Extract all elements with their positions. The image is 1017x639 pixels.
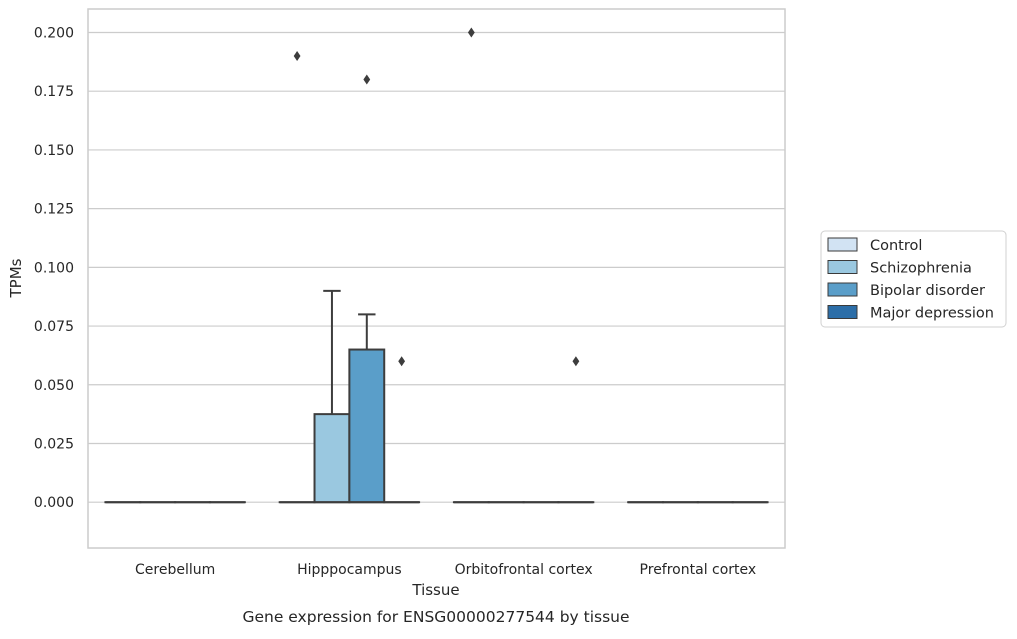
legend-label: Schizophrenia xyxy=(870,261,972,277)
y-tick-label: 0.200 xyxy=(34,25,74,41)
x-tick-label: Orbitofrontal cortex xyxy=(455,562,593,578)
grid-layer xyxy=(88,32,785,502)
box-2-3 xyxy=(558,356,593,502)
y-tick-label: 0.025 xyxy=(34,436,74,452)
x-axis-title: Tissue xyxy=(411,581,459,599)
x-tick-label: Cerebellum xyxy=(135,562,215,578)
legend: Control Schizophrenia Bipolar disorder Majo… xyxy=(821,231,1006,327)
y-tick-label: 0.050 xyxy=(34,378,74,394)
y-tick-label: 0.125 xyxy=(34,202,74,218)
plot-frame xyxy=(88,9,785,548)
chart-caption: Gene expression for ENSG00000277544 by t… xyxy=(242,608,629,626)
y-axis-title: TPMs xyxy=(7,258,25,298)
legend-swatch xyxy=(828,283,857,296)
legend-label: Bipolar disorder xyxy=(870,283,985,299)
legend-swatch xyxy=(828,238,857,251)
box-body xyxy=(349,350,384,503)
box-1-2 xyxy=(349,74,384,502)
legend-swatch xyxy=(828,306,857,319)
outlier-point xyxy=(573,356,580,366)
y-tick-label: 0.000 xyxy=(34,495,74,511)
outlier-point xyxy=(294,51,301,61)
y-tick-label: 0.100 xyxy=(34,260,74,276)
outlier-point xyxy=(468,27,475,37)
legend-label: Major depression xyxy=(870,306,994,322)
box-layer xyxy=(105,27,767,502)
y-tick-label: 0.150 xyxy=(34,143,74,159)
frame-layer xyxy=(88,9,785,548)
box-2-0 xyxy=(454,27,489,502)
legend-swatch xyxy=(828,261,857,274)
y-tick-label: 0.175 xyxy=(34,84,74,100)
box-1-3 xyxy=(384,356,419,502)
outlier-point xyxy=(398,356,405,366)
x-tick-labels: Cerebellum Hipppocampus Orbitofrontal cort… xyxy=(135,562,756,578)
box-1-1 xyxy=(315,291,350,502)
outlier-point xyxy=(363,74,370,84)
box-1-0 xyxy=(280,51,315,502)
box-body xyxy=(315,414,350,502)
x-tick-label: Hipppocampus xyxy=(297,562,402,578)
y-tick-labels: 0.000 0.025 0.050 0.075 0.100 0.125 0.150 0.175… xyxy=(34,25,74,511)
legend-label: Control xyxy=(870,238,922,254)
x-tick-label: Prefrontal cortex xyxy=(640,562,757,578)
y-tick-label: 0.075 xyxy=(34,319,74,335)
